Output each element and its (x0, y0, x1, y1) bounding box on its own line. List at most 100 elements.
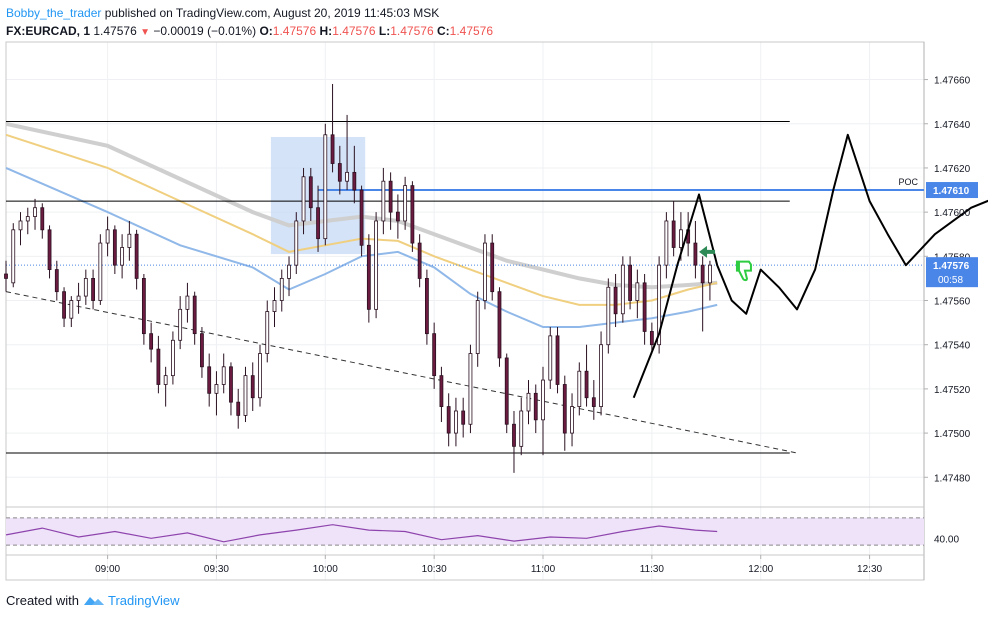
candle-body (18, 220, 23, 231)
candle-body (134, 233, 139, 279)
candle-body (265, 311, 270, 354)
candle-body (105, 229, 110, 244)
candle-body (301, 176, 306, 222)
symbol-name[interactable]: FX:EURCAD, 1 (6, 24, 91, 38)
candle-body (330, 134, 335, 164)
descending-trendline (5, 291, 798, 454)
candle-body (700, 264, 705, 284)
candle-body (156, 348, 161, 385)
high-value: 1.47576 (332, 24, 376, 38)
candle-body (69, 300, 74, 319)
countdown-label: 00:58 (938, 275, 963, 286)
candle-body (425, 278, 429, 335)
candle-body (606, 286, 611, 346)
candle-body (432, 333, 437, 377)
time-tick-label: 11:30 (640, 564, 665, 575)
candle-body (388, 180, 393, 213)
candle-body (620, 264, 625, 315)
time-tick-label: 09:30 (204, 564, 229, 575)
low-value: 1.47576 (390, 24, 434, 38)
price-tick-label: 1.47500 (934, 429, 971, 440)
candle-body (229, 366, 233, 403)
candle-body (577, 370, 582, 407)
down-arrow-icon: ▼ (140, 27, 150, 38)
candle-body (591, 397, 596, 407)
publish-line: Bobby_the_trader published on TradingVie… (6, 4, 493, 22)
candle-body (446, 406, 451, 434)
candle-body (54, 269, 59, 293)
candle-body (519, 410, 524, 447)
candle-body (352, 171, 357, 191)
candle-body (47, 229, 52, 270)
candle-body (91, 278, 95, 301)
candle-body (25, 216, 30, 222)
candle-body (76, 295, 81, 301)
candle-body (250, 375, 255, 399)
time-tick-label: 12:00 (748, 564, 773, 575)
candle-body (294, 220, 299, 266)
time-tick-label: 11:00 (531, 564, 556, 575)
last-price-label: 1.47576 (933, 261, 970, 272)
candle-body (533, 392, 538, 421)
candle-body (461, 410, 466, 425)
candle-body (468, 353, 473, 425)
candle-body (323, 134, 328, 240)
horizontal-lines-layer: POC (5, 121, 924, 454)
rsi-pane: 40.00 (5, 517, 959, 546)
chart-header: Bobby_the_trader published on TradingVie… (6, 4, 493, 42)
candle-body (366, 244, 371, 310)
price-change: −0.00019 (−0.01%) (153, 24, 257, 38)
candle-body (149, 333, 154, 350)
candle-body (40, 207, 45, 231)
drawings-layer (632, 133, 988, 399)
sell-arrow-icon (699, 245, 716, 258)
candle-body (584, 370, 589, 399)
time-axis-layer: 09:00 09:30 10:00 10:30 11:00 11:30 12:00 12:30 (95, 555, 883, 575)
candle-body (127, 233, 132, 248)
candle-body (475, 300, 480, 354)
author-link[interactable]: Bobby_the_trader (6, 6, 102, 20)
candle-body (83, 278, 88, 297)
candle-body (439, 375, 444, 407)
candles-layer (4, 83, 712, 473)
candle-body (200, 333, 204, 368)
candle-body (98, 242, 103, 301)
poc-price-box (926, 182, 978, 199)
price-tick-label: 1.47660 (934, 76, 971, 87)
candle-body (33, 207, 37, 217)
candle-body (171, 339, 175, 377)
price-tick-label: 1.47640 (934, 120, 971, 131)
tradingview-brand-link[interactable]: TradingView (108, 593, 180, 608)
candle-body (62, 291, 66, 319)
price-tick-label: 1.47480 (934, 473, 971, 484)
time-tick-label: 12:30 (857, 564, 882, 575)
rsi-line (5, 524, 718, 543)
candle-body (504, 357, 509, 425)
candle-body (221, 366, 226, 385)
candle-body (214, 384, 219, 394)
candle-body (141, 278, 146, 335)
candle-body (337, 163, 342, 182)
close-label: C: (436, 24, 450, 38)
ema-yellow-line (5, 133, 718, 306)
candle-body (628, 264, 632, 301)
candle-body (395, 211, 400, 222)
candle-body (678, 229, 683, 248)
candle-body (374, 220, 379, 310)
candle-body (664, 220, 669, 266)
footer: Created with TradingView (6, 591, 180, 611)
price-tick-label: 1.47600 (934, 208, 971, 219)
candle-body (192, 295, 197, 335)
candle-body (555, 335, 560, 385)
time-tick-label: 09:00 (95, 564, 120, 575)
candle-body (359, 189, 364, 246)
close-value: 1.47576 (449, 24, 494, 38)
candle-body (642, 282, 647, 332)
candle-body (512, 423, 516, 447)
candle-body (693, 242, 698, 266)
poc-price-label: 1.47610 (933, 186, 970, 197)
candle-body (308, 176, 313, 209)
price-tick-label: 1.47620 (934, 164, 971, 175)
candle-body (279, 278, 284, 301)
